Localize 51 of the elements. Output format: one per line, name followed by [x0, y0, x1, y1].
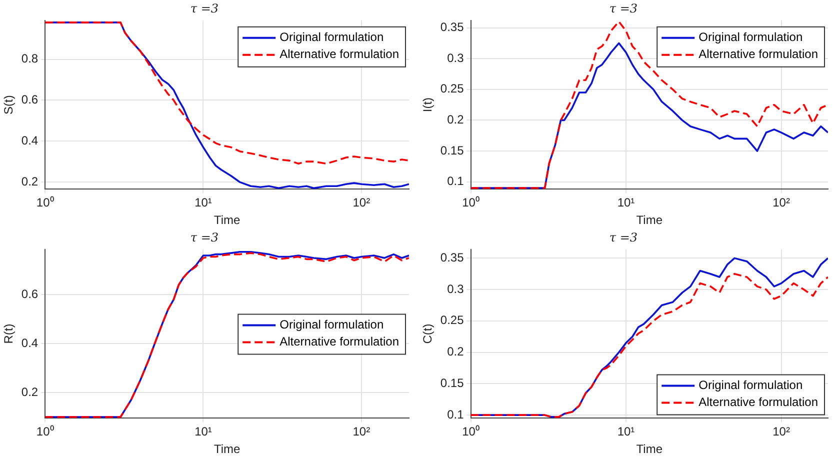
legend-label: Alternative formulation [698, 395, 818, 410]
y-tick-label: 0.2 [21, 174, 38, 188]
x-tick-label: 10¹ [194, 196, 212, 210]
x-tick-label: 10⁰ [36, 424, 54, 439]
y-tick-label: 0.35 [440, 20, 464, 34]
x-axis-title: Time [214, 213, 240, 228]
x-tick-label: 10¹ [617, 424, 635, 439]
y-tick-label: 0.2 [21, 384, 38, 399]
x-axis-title: Time [636, 213, 663, 228]
chart-title: τ =3 [190, 230, 219, 244]
legend-label: Original formulation [698, 378, 803, 392]
x-tick-label: 10² [352, 196, 370, 210]
legend-label: Alternative formulation [698, 47, 818, 62]
x-tick-label: 10¹ [617, 196, 635, 210]
y-axis-title: I(t) [420, 97, 435, 112]
y-tick-label: 0.6 [21, 286, 38, 301]
y-tick-label: 0.35 [440, 250, 464, 264]
x-axis-title: Time [636, 442, 663, 456]
y-tick-label: 0.2 [447, 112, 464, 127]
y-tick-label: 0.25 [440, 82, 464, 96]
legend-label: Original formulation [280, 318, 384, 332]
y-tick-label: 0.2 [447, 344, 464, 359]
chart-title: τ =3 [190, 1, 219, 16]
chart-title: τ =3 [609, 230, 638, 244]
y-tick-label: 0.15 [440, 143, 464, 158]
y-tick-label: 0.8 [21, 52, 38, 66]
y-tick-label: 0.4 [21, 336, 38, 350]
x-tick-label: 10² [352, 424, 370, 439]
x-tick-label: 10⁰ [462, 424, 480, 439]
y-axis-title: C(t) [420, 324, 435, 344]
legend-label: Alternative formulation [280, 47, 399, 62]
y-tick-label: 0.3 [447, 50, 464, 65]
y-tick-label: 0.4 [21, 133, 38, 148]
y-tick-label: 0.6 [21, 92, 38, 107]
legend-label: Original formulation [280, 30, 384, 44]
legend-label: Original formulation [698, 30, 803, 44]
x-tick-label: 10⁰ [462, 196, 480, 210]
x-tick-label: 10² [772, 424, 790, 439]
y-axis-title: R(t) [2, 324, 16, 344]
x-tick-label: 10¹ [194, 424, 212, 439]
legend-label: Alternative formulation [280, 334, 399, 349]
y-tick-label: 0.15 [440, 376, 464, 390]
x-axis-title: Time [214, 442, 240, 456]
y-tick-label: 0.25 [440, 313, 464, 328]
y-tick-label: 0.3 [447, 282, 464, 296]
chart-title: τ =3 [609, 1, 638, 16]
y-tick-label: 0.1 [447, 174, 464, 188]
y-axis-title: S(t) [2, 95, 16, 114]
y-tick-label: 0.1 [447, 407, 464, 422]
x-tick-label: 10⁰ [36, 196, 54, 210]
x-tick-label: 10² [772, 196, 790, 210]
